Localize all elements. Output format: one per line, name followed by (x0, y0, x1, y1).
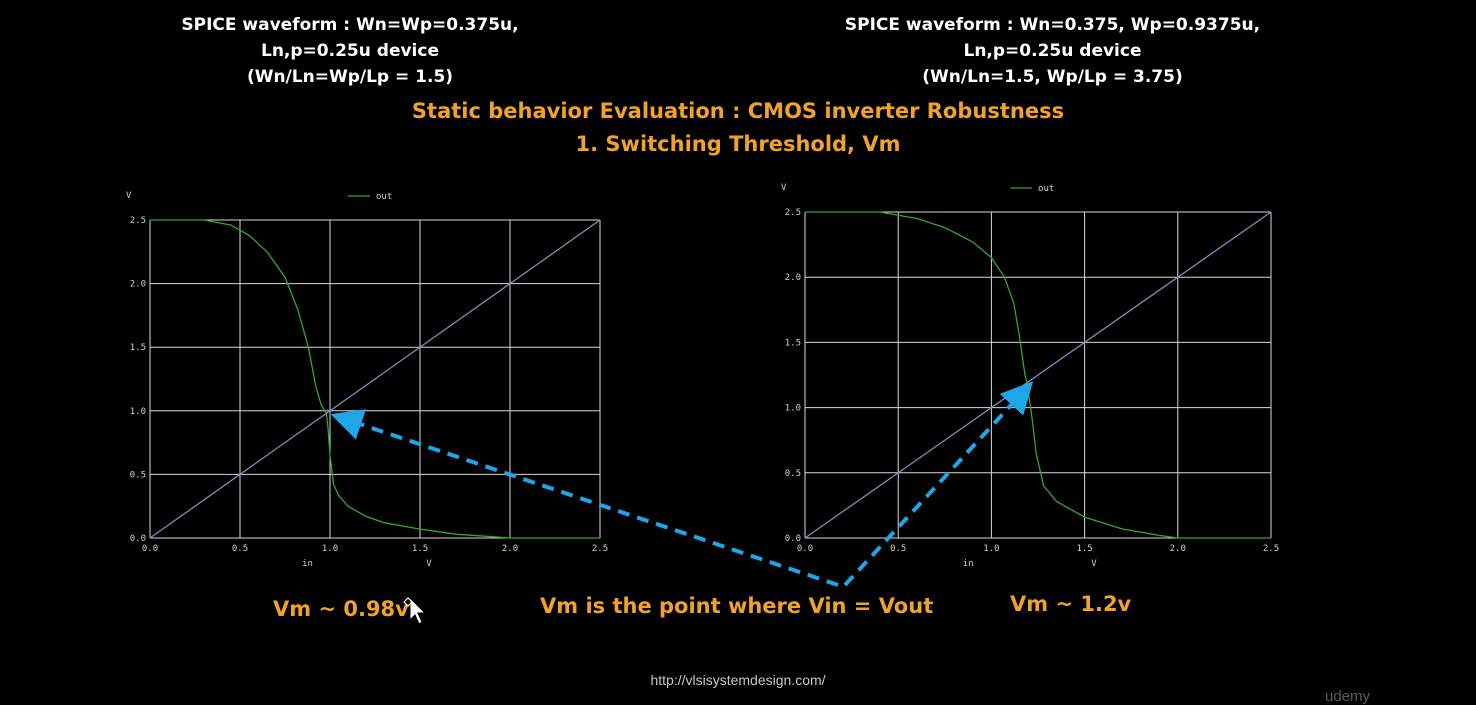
y-tick-label: 2.5 (785, 208, 801, 218)
udemy-watermark: udemy (1325, 688, 1371, 705)
x-tick-label: 1.0 (322, 544, 338, 554)
y-tick-label: 0.0 (130, 534, 146, 544)
x-tick-label: 0.0 (142, 544, 158, 554)
x-unit-label: V (1091, 559, 1097, 569)
y-tick-label: 1.5 (130, 343, 146, 353)
left-caption: SPICE waveform : Wn=Wp=0.375u, Ln,p=0.25… (150, 12, 550, 90)
x-tick-label: 1.5 (412, 544, 428, 554)
x-axis-label: in (302, 559, 313, 569)
y-unit-label: V (126, 191, 132, 201)
right-caption-line-3: (Wn/Ln=1.5, Wp/Lp = 3.75) (922, 67, 1183, 87)
vm-definition-label: Vm is the point where Vin = Vout (540, 594, 934, 618)
y-tick-label: 2.0 (130, 280, 146, 290)
vm-right-label: Vm ~ 1.2v (1010, 592, 1132, 616)
y-tick-label: 0.5 (130, 470, 146, 480)
legend-label: out (1038, 184, 1054, 194)
x-tick-label: 2.5 (592, 544, 608, 554)
footer-url: http://vlsisystemdesign.com/ (650, 672, 826, 688)
x-axis-label: in (963, 559, 974, 569)
left-caption-line-3: (Wn/Ln=Wp/Lp = 1.5) (246, 67, 454, 87)
vm-left-label: Vm ~ 0.98v (273, 597, 409, 621)
right-caption: SPICE waveform : Wn=0.375, Wp=0.9375u, L… (820, 12, 1285, 90)
left-caption-line-1: SPICE waveform : Wn=Wp=0.375u, (181, 15, 519, 35)
mouse-cursor-icon (403, 596, 426, 625)
x-tick-label: 0.5 (232, 544, 248, 554)
left-caption-line-2: Ln,p=0.25u device (261, 41, 439, 61)
x-tick-label: 0.0 (797, 544, 813, 554)
reference-line-vin-equals-vout (149, 219, 601, 539)
reference-line-vin-equals-vout (804, 211, 1272, 539)
y-tick-label: 1.0 (130, 407, 146, 417)
y-tick-label: 1.0 (785, 404, 801, 414)
x-tick-label: 1.5 (1076, 544, 1092, 554)
right-vtc-plot: 0.0 0.5 1.0 1.5 2.0 2.5 0.0 0.5 1.0 1.5 2.0 2.5 Vin V… (781, 183, 1279, 569)
y-tick-label: 2.0 (785, 273, 801, 283)
x-tick-label: 2.0 (1170, 544, 1186, 554)
x-tick-label: 0.5 (890, 544, 906, 554)
legend-label: out (376, 192, 392, 202)
y-tick-label: 0.0 (785, 534, 801, 544)
right-caption-line-1: SPICE waveform : Wn=0.375, Wp=0.9375u, (844, 15, 1261, 35)
y-tick-label: 2.5 (130, 216, 146, 226)
y-tick-label: 0.5 (785, 469, 801, 479)
right-caption-line-2: Ln,p=0.25u device (963, 41, 1142, 61)
y-unit-label: V (781, 183, 787, 193)
x-tick-label: 1.0 (983, 544, 999, 554)
x-tick-label: 2.5 (1263, 544, 1279, 554)
slide-heading: Static behavior Evaluation : CMOS invert… (411, 99, 1065, 123)
y-tick-label: 1.5 (785, 338, 801, 348)
x-tick-label: 2.0 (502, 544, 518, 554)
x-unit-label: V (426, 559, 432, 569)
series-line-out (805, 211, 1271, 539)
left-vtc-plot: 0.0 0.5 1.0 1.5 2.0 2.5 0.0 0.5 1.0 1.5 2.0 2.5 Vin V… (126, 191, 608, 569)
slide-subheading: 1. Switching Threshold, Vm (575, 132, 901, 156)
